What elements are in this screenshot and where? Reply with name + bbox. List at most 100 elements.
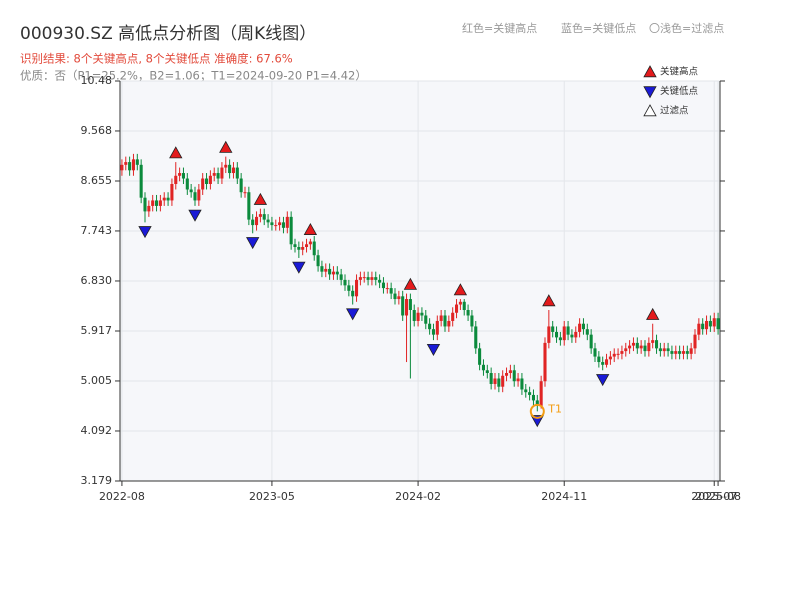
x-tick-label: 2025-08 [695,490,741,503]
candle-body [616,353,620,355]
t1-label: T1 [547,402,562,415]
candle-body [474,326,478,349]
candle-body [443,315,447,327]
header-legend: 〇浅色=过滤点 [649,21,724,35]
key-point [403,277,418,290]
candle-body [366,277,370,280]
candle-body [558,337,562,341]
candle-body [362,277,366,279]
candle-body [358,277,362,280]
key-point [292,261,306,274]
candle-body [324,268,328,272]
y-tick-label: 10.48 [81,74,113,87]
candle-body [158,200,162,206]
candle-body [293,244,297,248]
candle-body [335,271,339,275]
candle-body [147,205,151,212]
candle-body [128,162,132,171]
x-tick-label: 2023-05 [249,490,295,503]
candle-body [524,389,528,393]
candle-body [239,178,243,193]
key-point [646,307,660,320]
candle-body [178,173,182,176]
candle-body [528,392,532,395]
candle-body [424,315,428,324]
candle-body [308,241,312,245]
candle-body [689,348,693,354]
candle-body [197,189,201,201]
candle-body [193,192,197,201]
candle-body [455,304,459,313]
candle-body [251,219,255,226]
candle-body [658,348,662,352]
candle-body [520,378,524,390]
candle-body [331,271,335,275]
candle-body [674,351,678,354]
candle-body [435,320,439,335]
candle-body [585,329,589,335]
candle-body [401,296,405,316]
candle-body [120,164,124,171]
candle-body [531,394,535,401]
candle-body [235,167,239,179]
candle-body [397,296,401,300]
candle-body [166,197,170,201]
key-point [596,374,610,387]
candle-body [374,277,378,280]
candle-body [716,318,720,330]
candle-body [285,216,289,228]
candle-body [301,247,305,250]
candle-body [258,214,262,217]
candle-body [347,285,351,291]
candle-body [662,348,666,352]
candle-body [555,331,559,338]
candle-body [685,351,689,354]
candle-body [470,315,474,327]
candle-body [651,340,655,343]
candle-body [378,279,382,283]
candle-body [205,178,209,184]
candle-body [628,345,632,349]
candle-body [139,164,143,198]
key-point [253,192,268,205]
candle-body [316,255,320,267]
candle-body [428,323,432,330]
key-point [246,237,260,250]
candle-body [670,351,674,354]
candle-body [466,310,470,316]
candle-body [170,183,174,201]
candle-body [155,200,159,206]
candle-body [693,334,697,349]
key-point [303,222,318,235]
candle-body [708,320,712,327]
candle-body [216,173,220,179]
legend-label: 过滤点 [660,105,689,117]
candle-body [143,197,147,212]
candle-body [281,222,285,228]
candle-body [228,164,232,174]
candle-body [389,288,393,294]
candle-body [701,323,705,330]
candle-body [697,323,701,335]
y-tick-label: 4.092 [81,424,113,437]
candle-body [381,282,385,289]
key-point [188,209,202,222]
candle-body [243,192,247,194]
candle-body [231,167,235,174]
candle-body [516,378,520,382]
candle-body [601,362,605,365]
candle-body [605,359,609,365]
candle-body [458,301,462,305]
candle-body [351,290,355,297]
candle-body [343,279,347,286]
candle-body [570,334,574,338]
t1-marker [529,403,545,419]
candle-body [478,348,482,365]
candle-body [635,342,639,349]
candle-body [174,175,178,184]
candle-body [643,345,647,352]
header-legend: 蓝色=关键低点 [561,21,636,35]
candle-body [508,370,512,374]
key-point [169,146,183,159]
